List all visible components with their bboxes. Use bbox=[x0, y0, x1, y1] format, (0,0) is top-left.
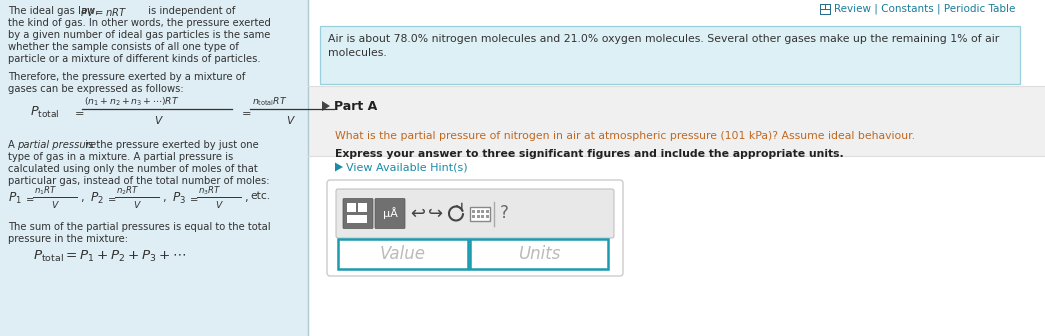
Text: Part A: Part A bbox=[334, 99, 377, 113]
Bar bbox=[477, 210, 480, 212]
Text: Review | Constants | Periodic Table: Review | Constants | Periodic Table bbox=[834, 4, 1016, 14]
Text: View Available Hint(s): View Available Hint(s) bbox=[346, 162, 467, 172]
Text: The ideal gas law,: The ideal gas law, bbox=[8, 6, 101, 16]
Polygon shape bbox=[322, 101, 330, 111]
FancyBboxPatch shape bbox=[336, 189, 614, 238]
Bar bbox=[472, 214, 475, 217]
Text: $n_2 RT$: $n_2 RT$ bbox=[116, 185, 139, 197]
Text: calculated using only the number of moles of that: calculated using only the number of mole… bbox=[8, 164, 258, 174]
Text: by a given number of ideal gas particles is the same: by a given number of ideal gas particles… bbox=[8, 30, 271, 40]
Bar bbox=[347, 214, 367, 222]
Text: $P_1$: $P_1$ bbox=[8, 191, 22, 206]
Polygon shape bbox=[335, 163, 343, 171]
Text: $P_2$: $P_2$ bbox=[90, 191, 103, 206]
Text: particular gas, instead of the total number of moles:: particular gas, instead of the total num… bbox=[8, 176, 270, 186]
Text: particle or a mixture of different kinds of particles.: particle or a mixture of different kinds… bbox=[8, 54, 260, 64]
Bar bbox=[347, 203, 356, 211]
Text: ,: , bbox=[80, 193, 84, 203]
Text: $V$: $V$ bbox=[154, 114, 164, 126]
Text: Therefore, the pressure exerted by a mixture of: Therefore, the pressure exerted by a mix… bbox=[8, 72, 246, 82]
Text: Air is about 78.0% nitrogen molecules and 21.0% oxygen molecules. Several other : Air is about 78.0% nitrogen molecules an… bbox=[328, 34, 999, 44]
Bar bbox=[481, 210, 484, 212]
Bar bbox=[308, 86, 1045, 156]
Text: A: A bbox=[8, 140, 18, 150]
FancyBboxPatch shape bbox=[327, 180, 623, 276]
Text: is the pressure exerted by just one: is the pressure exerted by just one bbox=[82, 140, 259, 150]
Text: gases can be expressed as follows:: gases can be expressed as follows: bbox=[8, 84, 184, 94]
Text: pressure in the mixture:: pressure in the mixture: bbox=[8, 234, 127, 244]
Text: $n_\mathrm{total}RT$: $n_\mathrm{total}RT$ bbox=[252, 96, 287, 108]
Bar bbox=[0, 0, 308, 336]
Bar bbox=[477, 214, 480, 217]
Text: $P_\mathrm{total} = P_1 + P_2 + P_3 + \cdots$: $P_\mathrm{total} = P_1 + P_2 + P_3 + \c… bbox=[33, 248, 187, 263]
FancyBboxPatch shape bbox=[820, 4, 831, 15]
Text: $P_3$: $P_3$ bbox=[172, 191, 186, 206]
Text: type of gas in a mixture. A partial pressure is: type of gas in a mixture. A partial pres… bbox=[8, 152, 233, 162]
Text: ↪: ↪ bbox=[428, 205, 443, 222]
Bar bbox=[486, 210, 488, 212]
Text: μÅ: μÅ bbox=[382, 208, 397, 219]
Bar bbox=[821, 10, 830, 13]
FancyBboxPatch shape bbox=[343, 199, 373, 228]
FancyBboxPatch shape bbox=[375, 199, 405, 228]
Bar bbox=[358, 203, 367, 211]
Text: $V$: $V$ bbox=[51, 200, 60, 210]
Text: $V$: $V$ bbox=[215, 200, 224, 210]
Bar bbox=[486, 214, 488, 217]
Text: ?: ? bbox=[500, 205, 509, 222]
Text: ,: , bbox=[162, 193, 165, 203]
Bar bbox=[472, 210, 475, 212]
Text: Express your answer to three significant figures and include the appropriate uni: Express your answer to three significant… bbox=[335, 149, 843, 159]
FancyBboxPatch shape bbox=[470, 207, 490, 220]
Text: $V$: $V$ bbox=[133, 200, 142, 210]
Text: $=$: $=$ bbox=[188, 193, 200, 203]
Text: $=$: $=$ bbox=[72, 107, 85, 117]
Text: $(n_1+n_2+n_3+\cdots)RT$: $(n_1+n_2+n_3+\cdots)RT$ bbox=[84, 96, 180, 108]
Text: ,: , bbox=[243, 193, 248, 203]
Text: molecules.: molecules. bbox=[328, 48, 387, 58]
Bar bbox=[821, 5, 825, 9]
Text: $PV = nRT$: $PV = nRT$ bbox=[80, 6, 127, 18]
Text: $=$: $=$ bbox=[24, 193, 36, 203]
Text: $n_1 RT$: $n_1 RT$ bbox=[34, 185, 57, 197]
Text: What is the partial pressure of nitrogen in air at atmospheric pressure (101 kPa: What is the partial pressure of nitrogen… bbox=[335, 131, 915, 141]
Text: etc.: etc. bbox=[250, 191, 270, 201]
Text: whether the sample consists of all one type of: whether the sample consists of all one t… bbox=[8, 42, 239, 52]
Text: $V$: $V$ bbox=[286, 114, 296, 126]
Text: $n_3 RT$: $n_3 RT$ bbox=[198, 185, 222, 197]
Text: The sum of the partial pressures is equal to the total: The sum of the partial pressures is equa… bbox=[8, 222, 271, 232]
Text: ↩: ↩ bbox=[411, 205, 425, 222]
Bar bbox=[826, 5, 830, 9]
FancyBboxPatch shape bbox=[338, 239, 468, 269]
Text: Value: Value bbox=[380, 245, 426, 263]
FancyBboxPatch shape bbox=[320, 26, 1020, 84]
Text: $=$: $=$ bbox=[239, 107, 252, 117]
Text: Units: Units bbox=[518, 245, 560, 263]
Text: $P_\mathrm{total}$: $P_\mathrm{total}$ bbox=[30, 104, 60, 120]
Bar bbox=[481, 214, 484, 217]
Text: $=$: $=$ bbox=[106, 193, 117, 203]
Text: the kind of gas. In other words, the pressure exerted: the kind of gas. In other words, the pre… bbox=[8, 18, 271, 28]
Text: partial pressure: partial pressure bbox=[17, 140, 96, 150]
Text: is independent of: is independent of bbox=[145, 6, 235, 16]
FancyBboxPatch shape bbox=[470, 239, 608, 269]
